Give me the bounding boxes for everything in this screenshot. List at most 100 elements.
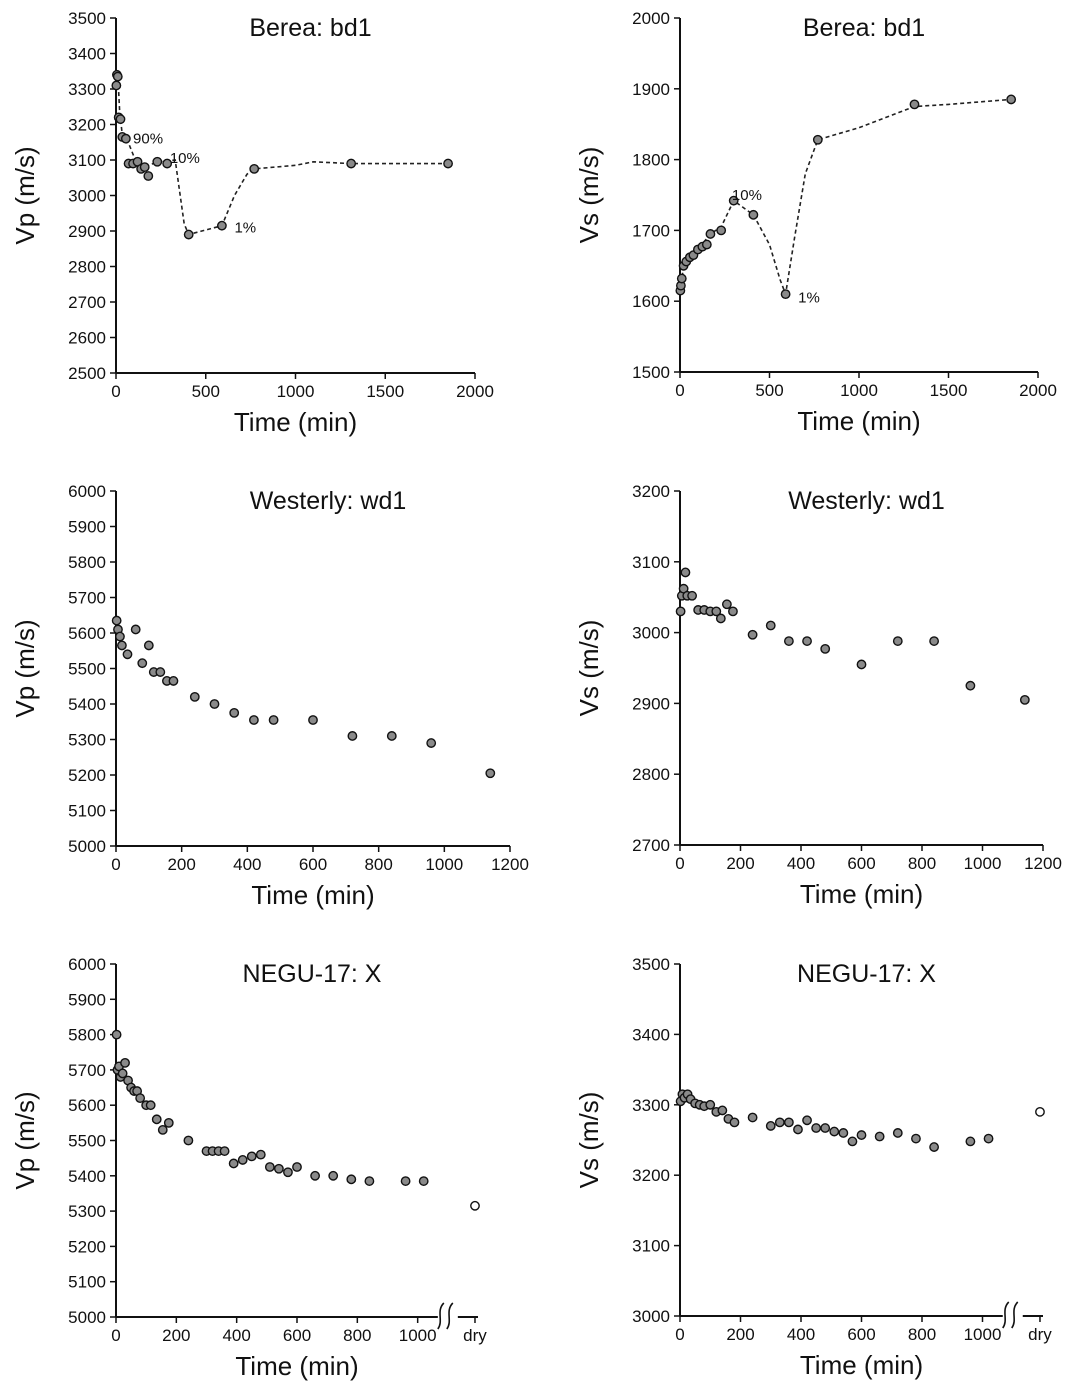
data-point [152, 156, 163, 167]
y-tick-label: 1800 [632, 151, 670, 170]
data-point [310, 1170, 320, 1181]
annotation-label: 10% [732, 187, 762, 204]
y-tick-label: 3000 [632, 1307, 670, 1326]
chart-title: NEGU-17: X [797, 960, 936, 988]
y-tick-label: 5400 [68, 1167, 106, 1186]
data-point [248, 715, 259, 725]
y-tick-label: 5000 [68, 837, 106, 856]
data-point [162, 158, 173, 169]
x-axis-label: Time (min) [235, 1351, 358, 1381]
x-tick-label: 800 [908, 1325, 936, 1344]
data-point [829, 1126, 840, 1137]
data-point [485, 768, 496, 779]
data-point-dry [470, 1200, 480, 1211]
x-tick-label: 0 [675, 381, 684, 400]
data-point [711, 606, 722, 617]
y-tick-label: 3000 [632, 624, 670, 643]
data-point [117, 640, 127, 651]
x-tick-label: 1200 [491, 855, 529, 874]
data-point [189, 692, 200, 702]
data-point [112, 71, 123, 82]
y-tick-label: 5500 [68, 660, 106, 679]
y-tick-label: 3100 [68, 151, 106, 170]
data-point [705, 1099, 716, 1110]
data-point [115, 631, 125, 642]
data-point [1006, 94, 1017, 105]
trend-line [115, 74, 449, 236]
y-tick-label: 5300 [68, 731, 106, 750]
axis-break-gap [1002, 1313, 1023, 1319]
data-point [747, 1112, 758, 1123]
y-tick-label: 5400 [68, 695, 106, 714]
annotation-label: 10% [170, 150, 200, 167]
y-tick-label: 5600 [68, 1096, 106, 1115]
data-point [120, 1057, 130, 1068]
x-tick-label: 200 [726, 1325, 754, 1344]
data-point [115, 114, 126, 125]
data-point [228, 1158, 239, 1169]
data-point [328, 1170, 339, 1181]
x-tick-label-dry: dry [1028, 1325, 1052, 1344]
y-tick-label: 3400 [632, 1025, 670, 1044]
y-tick-label: 6000 [68, 955, 106, 974]
y-tick-label: 3100 [632, 553, 670, 572]
data-point [217, 220, 227, 231]
data-point-dry [1035, 1106, 1045, 1117]
data-point [283, 1167, 293, 1178]
x-tick-label: 0 [675, 1325, 684, 1344]
data-point [111, 1029, 122, 1040]
y-tick-label: 3000 [68, 187, 106, 206]
data-point [249, 163, 260, 174]
data-point [273, 1163, 284, 1174]
x-axis-label: Time (min) [800, 879, 923, 909]
x-tick-label: 800 [908, 854, 936, 873]
data-point [1019, 694, 1030, 705]
x-tick-label: 1000 [277, 382, 315, 401]
x-tick-label: 1000 [399, 1326, 437, 1345]
x-tick-label: 1500 [366, 382, 404, 401]
x-tick-label: 200 [726, 854, 754, 873]
y-axis-label: Vs (m/s) [574, 620, 604, 717]
data-point [219, 1146, 230, 1156]
data-point [820, 1123, 831, 1133]
y-tick-label: 2900 [68, 222, 106, 241]
data-point [347, 731, 358, 741]
data-point [111, 80, 122, 91]
data-point [729, 1117, 740, 1128]
data-point [774, 1117, 785, 1128]
data-point [680, 567, 691, 578]
y-tick-label: 5700 [68, 1061, 106, 1080]
data-point [716, 225, 727, 236]
y-tick-label: 2900 [632, 694, 670, 713]
data-point [856, 1130, 867, 1140]
data-point [780, 289, 791, 300]
y-tick-label: 3500 [68, 9, 106, 28]
annotation-label: 1% [234, 219, 256, 236]
x-tick-label: 1500 [930, 381, 968, 400]
chart-title: Westerly: wd1 [788, 487, 945, 515]
data-point [909, 99, 920, 110]
chart-title: Westerly: wd1 [250, 487, 407, 515]
x-tick-label: 800 [364, 855, 392, 874]
y-tick-label: 1500 [632, 363, 670, 382]
data-point [892, 636, 903, 646]
data-point [675, 606, 686, 617]
y-tick-label: 3400 [68, 45, 106, 64]
axis-break-mark [1011, 1301, 1019, 1329]
data-point [264, 1162, 275, 1172]
x-axis-label: Time (min) [800, 1350, 923, 1380]
data-point [292, 1162, 302, 1172]
data-point [747, 629, 758, 640]
y-tick-label: 5900 [68, 518, 106, 537]
data-point [856, 659, 867, 670]
y-tick-label: 3500 [632, 955, 670, 974]
data-point [117, 1068, 128, 1079]
x-tick-label: 600 [299, 855, 327, 874]
y-axis-label: Vs (m/s) [574, 147, 604, 244]
data-point [122, 649, 133, 660]
data-point [874, 1131, 885, 1142]
data-point [229, 707, 240, 718]
x-tick-label: 600 [847, 854, 875, 873]
x-tick-label: 500 [192, 382, 220, 401]
